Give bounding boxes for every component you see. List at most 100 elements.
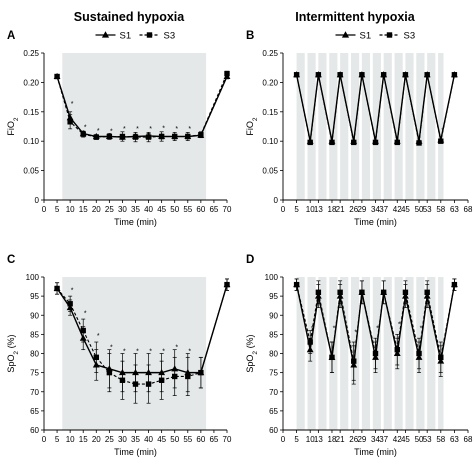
data-point-s3 — [424, 289, 430, 295]
x-tick-label: 53 — [423, 205, 432, 214]
legend-entry-s1: S1 — [120, 31, 132, 42]
x-tick-label: 60 — [196, 435, 205, 444]
data-point-s3 — [132, 381, 139, 387]
series-s3 — [293, 72, 458, 146]
significance-mark: * — [188, 126, 191, 133]
data-point-s3 — [80, 327, 86, 334]
x-tick-label: 10 — [306, 205, 315, 214]
x-tick-label: 70 — [223, 435, 232, 444]
x-tick-label: 18 — [328, 205, 337, 214]
shaded-period-12 — [427, 53, 436, 200]
shaded-period-4 — [340, 277, 349, 430]
x-tick-label: 45 — [401, 205, 410, 214]
x-tick-label: 26 — [349, 205, 358, 214]
data-point-s3 — [172, 133, 178, 140]
significance-mark: * — [175, 126, 178, 133]
y-tick-label: 80 — [269, 350, 278, 359]
x-tick-label: 50 — [415, 435, 424, 444]
data-point-s3 — [438, 138, 444, 144]
data-point-s3 — [93, 354, 99, 361]
legend-marker-triangle — [341, 31, 350, 38]
legend-marker-square — [386, 32, 393, 38]
shaded-period-6 — [361, 53, 371, 200]
y-tick-label: 75 — [269, 369, 278, 378]
x-tick-label: 20 — [92, 205, 101, 214]
x-tick-label: 42 — [393, 205, 402, 214]
x-tick-label: 37 — [379, 205, 388, 214]
data-point-s3 — [293, 281, 300, 288]
chart-panel-b: 00.050.100.150.200.250 5 10 13 18 21 26 29 34 37 4… — [245, 30, 473, 227]
significance-mark: * — [110, 129, 113, 136]
data-point-s3 — [394, 346, 400, 353]
x-tick-label: 5 — [55, 435, 60, 444]
data-point-s3 — [80, 131, 86, 137]
significance-mark: * — [162, 349, 165, 356]
x-tick-label: 0 — [42, 205, 47, 214]
x-tick-label: 60 — [196, 205, 205, 214]
x-axis-label: Time (min) — [114, 447, 157, 457]
x-tick-label: 10 — [66, 205, 75, 214]
y-tick-label: 0.10 — [23, 137, 39, 146]
data-point-s3 — [54, 285, 60, 292]
panel-letter: B — [246, 30, 254, 42]
data-point-s3 — [198, 369, 204, 376]
x-tick-label: 18 — [328, 435, 337, 444]
series-line-s3 — [296, 284, 455, 362]
x-tick-label: 55 — [183, 205, 192, 214]
y-tick-label: 100 — [26, 273, 40, 282]
y-tick-label: 85 — [30, 330, 39, 339]
significance-mark: * — [398, 322, 401, 329]
series-s3 — [54, 278, 230, 404]
x-tick-label: 34 — [371, 435, 380, 444]
data-point-s3 — [54, 73, 60, 80]
data-point-s3 — [158, 377, 165, 383]
y-axis-label: FiO2 — [245, 117, 259, 136]
chart-panels: 00.050.100.150.200.250 5 10 15 20 25 30 35 40 45 5… — [6, 30, 473, 457]
series-s3 — [293, 278, 458, 381]
x-tick-label: 15 — [79, 435, 88, 444]
x-tick-label: 65 — [209, 205, 218, 214]
x-axis-label: Time (min) — [114, 217, 157, 227]
data-point-s3 — [158, 133, 165, 140]
data-point-s3 — [394, 139, 400, 146]
x-tick-label: 30 — [118, 435, 127, 444]
significance-mark: * — [97, 128, 100, 135]
y-tick-label: 0.20 — [262, 78, 278, 87]
data-point-s3 — [372, 139, 379, 146]
data-point-s3 — [380, 289, 387, 295]
y-tick-label: 0 — [35, 196, 40, 205]
x-tick-label: 29 — [357, 435, 366, 444]
shaded-period-4 — [340, 53, 349, 200]
significance-mark: * — [333, 326, 336, 333]
x-tick-label: 26 — [349, 435, 358, 444]
data-point-s3 — [93, 134, 99, 140]
legend-entry-s3: S3 — [404, 31, 416, 42]
significance-mark: * — [420, 326, 423, 333]
significance-mark: * — [149, 349, 152, 356]
data-point-s3 — [315, 289, 322, 295]
y-tick-label: 0.05 — [262, 167, 278, 176]
y-tick-label: 90 — [269, 311, 278, 320]
significance-mark: * — [84, 124, 87, 131]
significance-mark: * — [136, 126, 139, 133]
x-tick-label: 30 — [118, 205, 127, 214]
x-tick-label: 68 — [464, 435, 473, 444]
significance-mark: * — [311, 326, 314, 333]
series-s3 — [54, 70, 230, 143]
data-point-s3 — [307, 339, 313, 345]
y-tick-label: 0.15 — [262, 108, 278, 117]
data-point-s3 — [329, 139, 335, 146]
x-tick-label: 5 — [294, 435, 299, 444]
significance-mark: * — [123, 349, 126, 356]
x-tick-label: 58 — [436, 205, 445, 214]
significance-mark: * — [188, 349, 191, 356]
y-tick-label: 95 — [269, 292, 278, 301]
x-tick-label: 21 — [336, 205, 345, 214]
chart-panel-a: 00.050.100.150.200.250 5 10 15 20 25 30 35 40 45 5… — [6, 30, 232, 227]
significance-mark: * — [71, 287, 74, 294]
y-tick-label: 60 — [30, 426, 39, 435]
legend: S1 S3 — [335, 31, 416, 42]
data-point-s3 — [315, 72, 322, 78]
significance-mark: * — [175, 345, 178, 352]
significance-mark: * — [110, 345, 113, 352]
